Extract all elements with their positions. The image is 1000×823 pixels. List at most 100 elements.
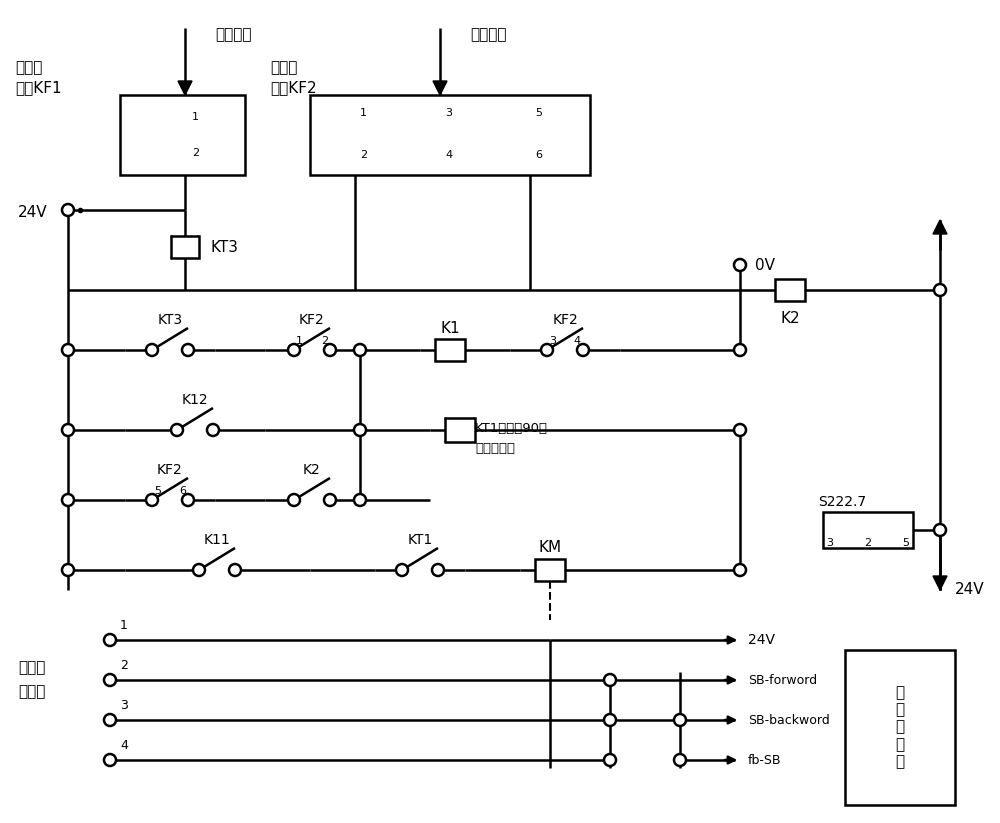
Circle shape: [324, 494, 336, 506]
Text: 电器KF2: 电器KF2: [270, 81, 317, 95]
Circle shape: [104, 674, 116, 686]
Circle shape: [182, 494, 194, 506]
Circle shape: [104, 754, 116, 766]
Text: 2: 2: [192, 148, 199, 158]
Text: 2: 2: [321, 336, 328, 346]
Text: 24V: 24V: [748, 633, 775, 647]
Text: 2: 2: [360, 150, 367, 160]
Polygon shape: [178, 81, 192, 95]
Text: K12: K12: [182, 393, 208, 407]
Circle shape: [354, 494, 366, 506]
Circle shape: [207, 424, 219, 436]
Text: 1: 1: [360, 108, 367, 118]
Text: 5: 5: [535, 108, 542, 118]
Circle shape: [934, 284, 946, 296]
Text: SB-backword: SB-backword: [748, 714, 830, 727]
Circle shape: [396, 564, 408, 576]
Circle shape: [674, 714, 686, 726]
Circle shape: [734, 564, 746, 576]
Text: KM: KM: [538, 541, 562, 556]
Text: KT1（偏航90度: KT1（偏航90度: [475, 421, 548, 435]
Text: 偏
航
变
频
器: 偏 航 变 频 器: [895, 685, 905, 770]
Text: KF2: KF2: [299, 313, 325, 327]
Bar: [775, 279, 805, 301]
Circle shape: [432, 564, 444, 576]
Polygon shape: [433, 81, 447, 95]
Text: SB-forword: SB-forword: [748, 673, 817, 686]
Circle shape: [62, 344, 74, 356]
Text: 24V: 24V: [955, 583, 985, 597]
Circle shape: [734, 424, 746, 436]
Circle shape: [146, 344, 158, 356]
Text: 1: 1: [120, 619, 128, 632]
Bar: [171, 236, 199, 258]
Text: 转速输入: 转速输入: [215, 27, 252, 43]
Text: 超速继: 超速继: [270, 61, 297, 76]
Circle shape: [604, 714, 616, 726]
Circle shape: [62, 424, 74, 436]
Text: KF2: KF2: [157, 463, 183, 477]
Circle shape: [354, 424, 366, 436]
Text: 3: 3: [120, 699, 128, 712]
Bar: [823, 512, 913, 548]
Bar: [435, 339, 465, 361]
Circle shape: [62, 564, 74, 576]
Bar: [310, 95, 590, 175]
Text: 3: 3: [445, 108, 452, 118]
Text: 航插头: 航插头: [18, 685, 45, 700]
Circle shape: [934, 524, 946, 536]
Text: 转速输入: 转速输入: [470, 27, 507, 43]
Circle shape: [62, 494, 74, 506]
Text: 1: 1: [296, 336, 303, 346]
Text: 2: 2: [120, 659, 128, 672]
Circle shape: [288, 494, 300, 506]
Circle shape: [674, 754, 686, 766]
Circle shape: [146, 494, 158, 506]
Circle shape: [171, 424, 183, 436]
Text: KT1: KT1: [407, 533, 433, 547]
Circle shape: [104, 714, 116, 726]
Text: K2: K2: [780, 310, 800, 326]
Circle shape: [324, 344, 336, 356]
Text: K2: K2: [303, 463, 321, 477]
Text: fb-SB: fb-SB: [748, 754, 782, 766]
Circle shape: [734, 344, 746, 356]
Circle shape: [288, 344, 300, 356]
Text: KF2: KF2: [552, 313, 578, 327]
Circle shape: [541, 344, 553, 356]
Text: 手动偏: 手动偏: [18, 661, 45, 676]
Polygon shape: [933, 576, 947, 590]
Circle shape: [604, 754, 616, 766]
Text: K11: K11: [204, 533, 230, 547]
Text: K1: K1: [440, 320, 460, 336]
Circle shape: [229, 564, 241, 576]
Text: 2: 2: [864, 538, 872, 548]
Text: 5: 5: [902, 538, 910, 548]
Bar: [445, 418, 475, 442]
Text: 电器KF1: 电器KF1: [15, 81, 62, 95]
Text: 0V: 0V: [755, 258, 775, 272]
Circle shape: [62, 204, 74, 216]
Circle shape: [182, 344, 194, 356]
Text: 4: 4: [445, 150, 452, 160]
Circle shape: [604, 674, 616, 686]
Circle shape: [193, 564, 205, 576]
Text: 1: 1: [192, 112, 199, 122]
Circle shape: [104, 634, 116, 646]
Bar: [845, 650, 955, 805]
Text: 24V: 24V: [18, 204, 48, 220]
Text: 6: 6: [535, 150, 542, 160]
Circle shape: [354, 344, 366, 356]
Text: 超速继: 超速继: [15, 61, 42, 76]
Text: S222.7: S222.7: [818, 495, 866, 509]
Text: 5: 5: [154, 486, 161, 496]
Text: 3: 3: [549, 336, 556, 346]
Text: 3: 3: [826, 538, 834, 548]
Bar: [535, 559, 565, 581]
Text: 4: 4: [120, 739, 128, 752]
Bar: [120, 95, 245, 175]
Text: KT3: KT3: [157, 313, 183, 327]
Circle shape: [577, 344, 589, 356]
Text: KT3: KT3: [210, 239, 238, 254]
Circle shape: [734, 259, 746, 271]
